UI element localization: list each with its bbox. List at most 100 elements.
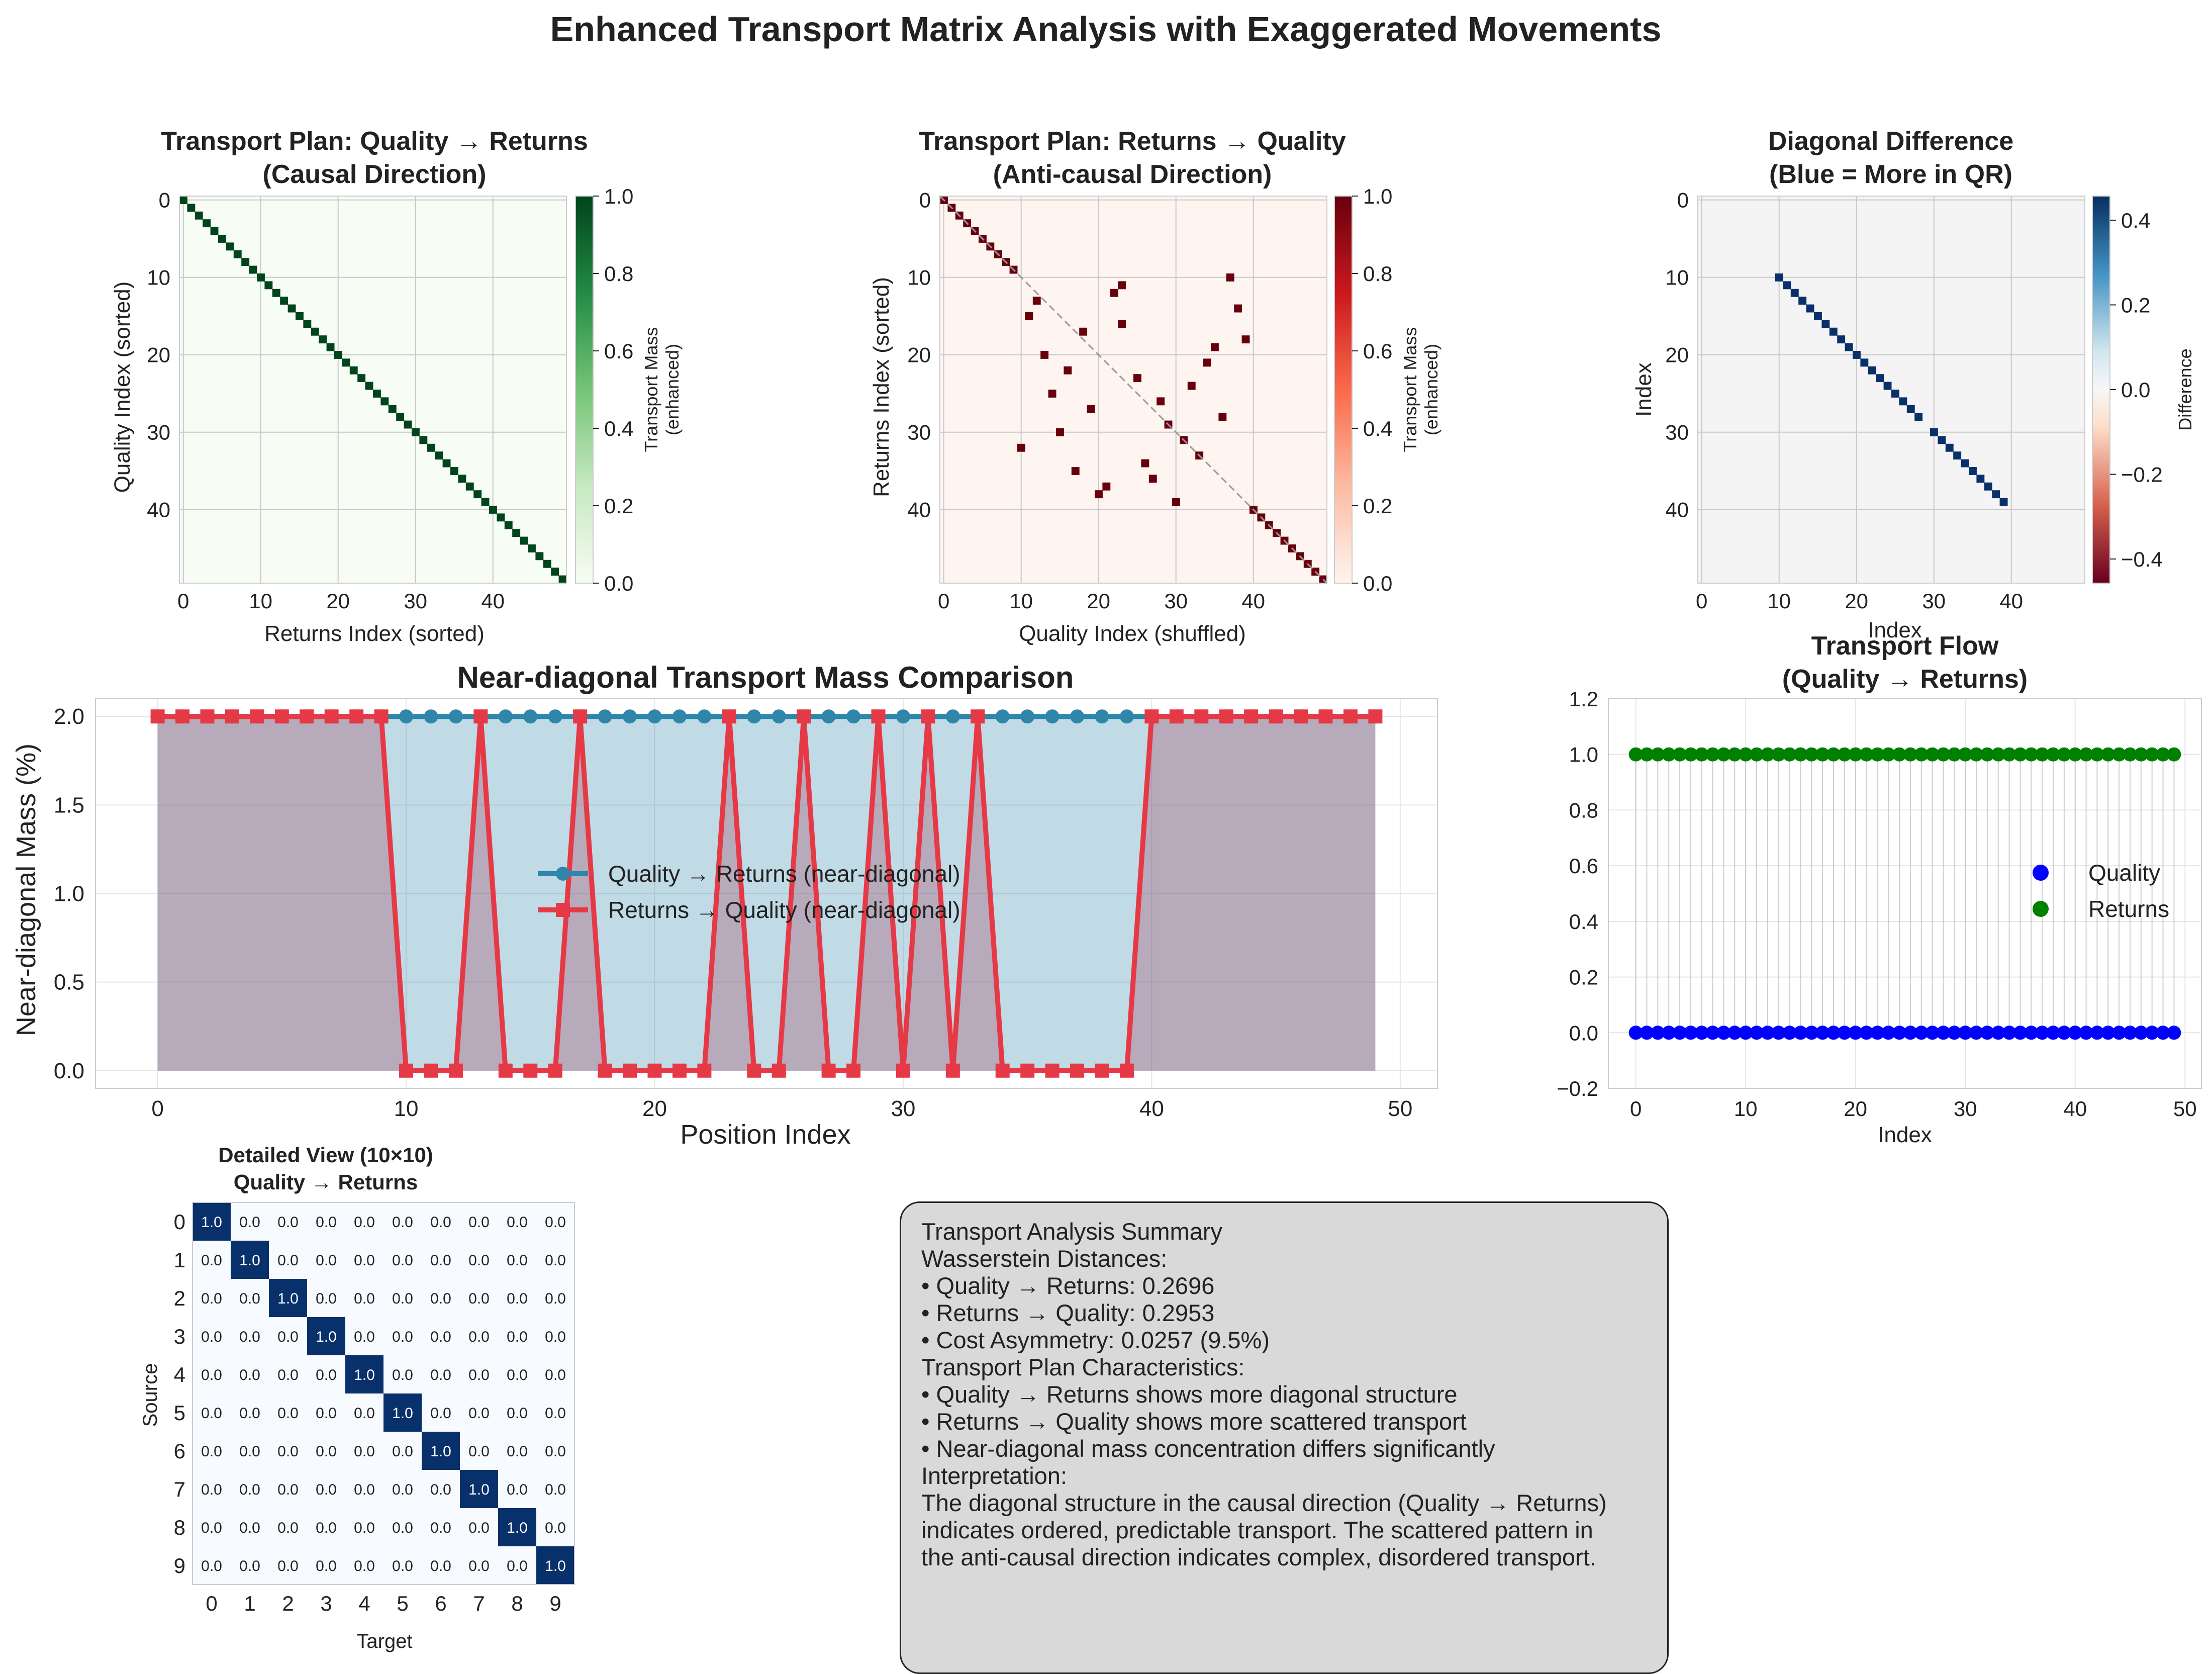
summary-line: Transport Plan Characteristics: (921, 1354, 1245, 1380)
qr-heatmap-cell (334, 351, 342, 359)
diff-colorbar (2092, 196, 2110, 584)
qr-series-point (697, 709, 712, 724)
returns-point (2068, 747, 2082, 762)
detail-cell-value: 0.0 (545, 1329, 566, 1345)
detail-xtick: 2 (282, 1592, 294, 1615)
rq-series-point (1219, 709, 1233, 724)
diff-heatmap-cell (1790, 289, 1799, 297)
returns-point (2145, 747, 2159, 762)
near-diagonal-xtick: 10 (394, 1096, 419, 1121)
qr-colorbar-tick-label: 0.0 (604, 572, 633, 595)
detail-cell (536, 1546, 574, 1585)
quality-point (2112, 1026, 2127, 1040)
rq-series-point (971, 709, 985, 724)
detail-cell-value: 0.0 (507, 1558, 528, 1574)
quality-point (2013, 1026, 2028, 1040)
detail-cell-value: 0.0 (277, 1481, 299, 1498)
near-diagonal-ylabel: Near-diagonal Mass (%) (11, 743, 41, 1036)
detail-cell-value: 0.0 (392, 1329, 413, 1345)
diff-heatmap-frame (1697, 196, 2085, 584)
rq-series-point (697, 1063, 712, 1078)
qr-heatmap-cell (551, 568, 559, 576)
returns-point (1804, 747, 1819, 762)
qr-heatmap-cell (473, 490, 482, 499)
qr-heatmap-cell (179, 196, 187, 204)
detail-xtick: 4 (358, 1592, 370, 1615)
detail-cell-value: 0.0 (316, 1290, 337, 1307)
rq-heatmap-xtick: 0 (938, 589, 949, 613)
quality-point (2123, 1026, 2137, 1040)
returns-point (1760, 747, 1775, 762)
detail-cell-value: 0.0 (239, 1329, 260, 1345)
summary-line: • Returns → Quality: 0.2953 (921, 1299, 1215, 1326)
quality-point (1694, 1026, 1709, 1040)
detail-cell-value: 0.0 (468, 1558, 490, 1574)
qr-series-point (424, 709, 438, 724)
diff-heatmap-title-1: Diagonal Difference (1768, 127, 2013, 156)
rq-heatmap-plot: 0 0 10 10 20 20 30 30 40 40 (907, 189, 1328, 613)
qr-heatmap-cell (319, 335, 327, 344)
qr-heatmap-cell (280, 297, 288, 305)
detail-cell-value: 0.0 (507, 1405, 528, 1422)
diff-heatmap-cell (1953, 451, 1962, 460)
qr-heatmap-cell (512, 529, 521, 537)
qr-heatmap-ytick: 30 (147, 421, 170, 444)
rq-heatmap-xtick: 20 (1087, 589, 1110, 613)
rq-colorbar-tick-label: 0.0 (1363, 572, 1392, 595)
diff-heatmap-cell (1853, 351, 1861, 359)
detail-cell-value: 0.0 (468, 1214, 490, 1231)
quality-point (1750, 1026, 1764, 1040)
returns-point (2035, 747, 2050, 762)
rq-series-point (772, 1063, 786, 1078)
returns-point (1980, 747, 1994, 762)
rq-series-point (672, 1063, 687, 1078)
returns-point (2079, 747, 2093, 762)
rq-series-point (1343, 709, 1358, 724)
detail-cell-value: 0.0 (277, 1405, 299, 1422)
transport-flow-ytick: 0.2 (1569, 966, 1598, 989)
returns-point (1662, 747, 1676, 762)
quality-point (1914, 1026, 1929, 1040)
returns-point (1870, 747, 1885, 762)
returns-point (2156, 747, 2170, 762)
returns-point (1716, 747, 1731, 762)
qr-heatmap-cell (419, 436, 428, 444)
rq-colorbar-tick-label: 1.0 (1363, 184, 1392, 208)
qr-heatmap-title-2: (Causal Direction) (263, 160, 487, 189)
diff-heatmap-cell (1961, 459, 1969, 468)
returns-point (1739, 747, 1753, 762)
quality-point (2090, 1026, 2104, 1040)
rq-heatmap-cell (1234, 304, 1242, 313)
detail-cell-value: 0.0 (316, 1252, 337, 1269)
rq-series-point (274, 709, 289, 724)
rq-series-point (573, 709, 588, 724)
transport-flow-title-1: Transport Flow (1811, 631, 1999, 661)
transport-flow-ytick: 0.8 (1569, 798, 1598, 822)
rq-series-point (1318, 709, 1333, 724)
quality-point (1683, 1026, 1698, 1040)
returns-point (2167, 747, 2181, 762)
rq-heatmap-frame (939, 196, 1327, 584)
rq-heatmap-cell (1048, 390, 1056, 398)
diff-colorbar-tick-label: 0.0 (2121, 378, 2150, 402)
diff-heatmap-cell (1806, 304, 1814, 313)
near-diagonal-ytick: 2.0 (54, 704, 84, 729)
returns-point (1815, 747, 1830, 762)
quality-point (1991, 1026, 2005, 1040)
detail-heatmap-frame (192, 1202, 575, 1585)
rq-heatmap-cell (1118, 320, 1126, 328)
diff-heatmap-cell (1969, 467, 1977, 475)
detail-cell-value: 0.0 (201, 1481, 222, 1498)
detail-cell-value: 1.0 (316, 1329, 337, 1345)
detail-cell (383, 1393, 422, 1432)
detail-cell-value: 0.0 (468, 1405, 490, 1422)
diff-heatmap-xtick: 30 (1922, 589, 1946, 613)
quality-point (1958, 1026, 1973, 1040)
diff-heatmap-cell (1775, 273, 1783, 282)
diff-heatmap-cell (1930, 428, 1938, 436)
detail-cell-value: 1.0 (239, 1252, 260, 1269)
rq-colorbar-tick-label: 0.6 (1363, 339, 1392, 363)
qr-heatmap-xtick: 0 (177, 589, 189, 613)
qr-heatmap-cell (257, 273, 265, 282)
transport-flow-legend: Quality Returns (2033, 860, 2169, 922)
